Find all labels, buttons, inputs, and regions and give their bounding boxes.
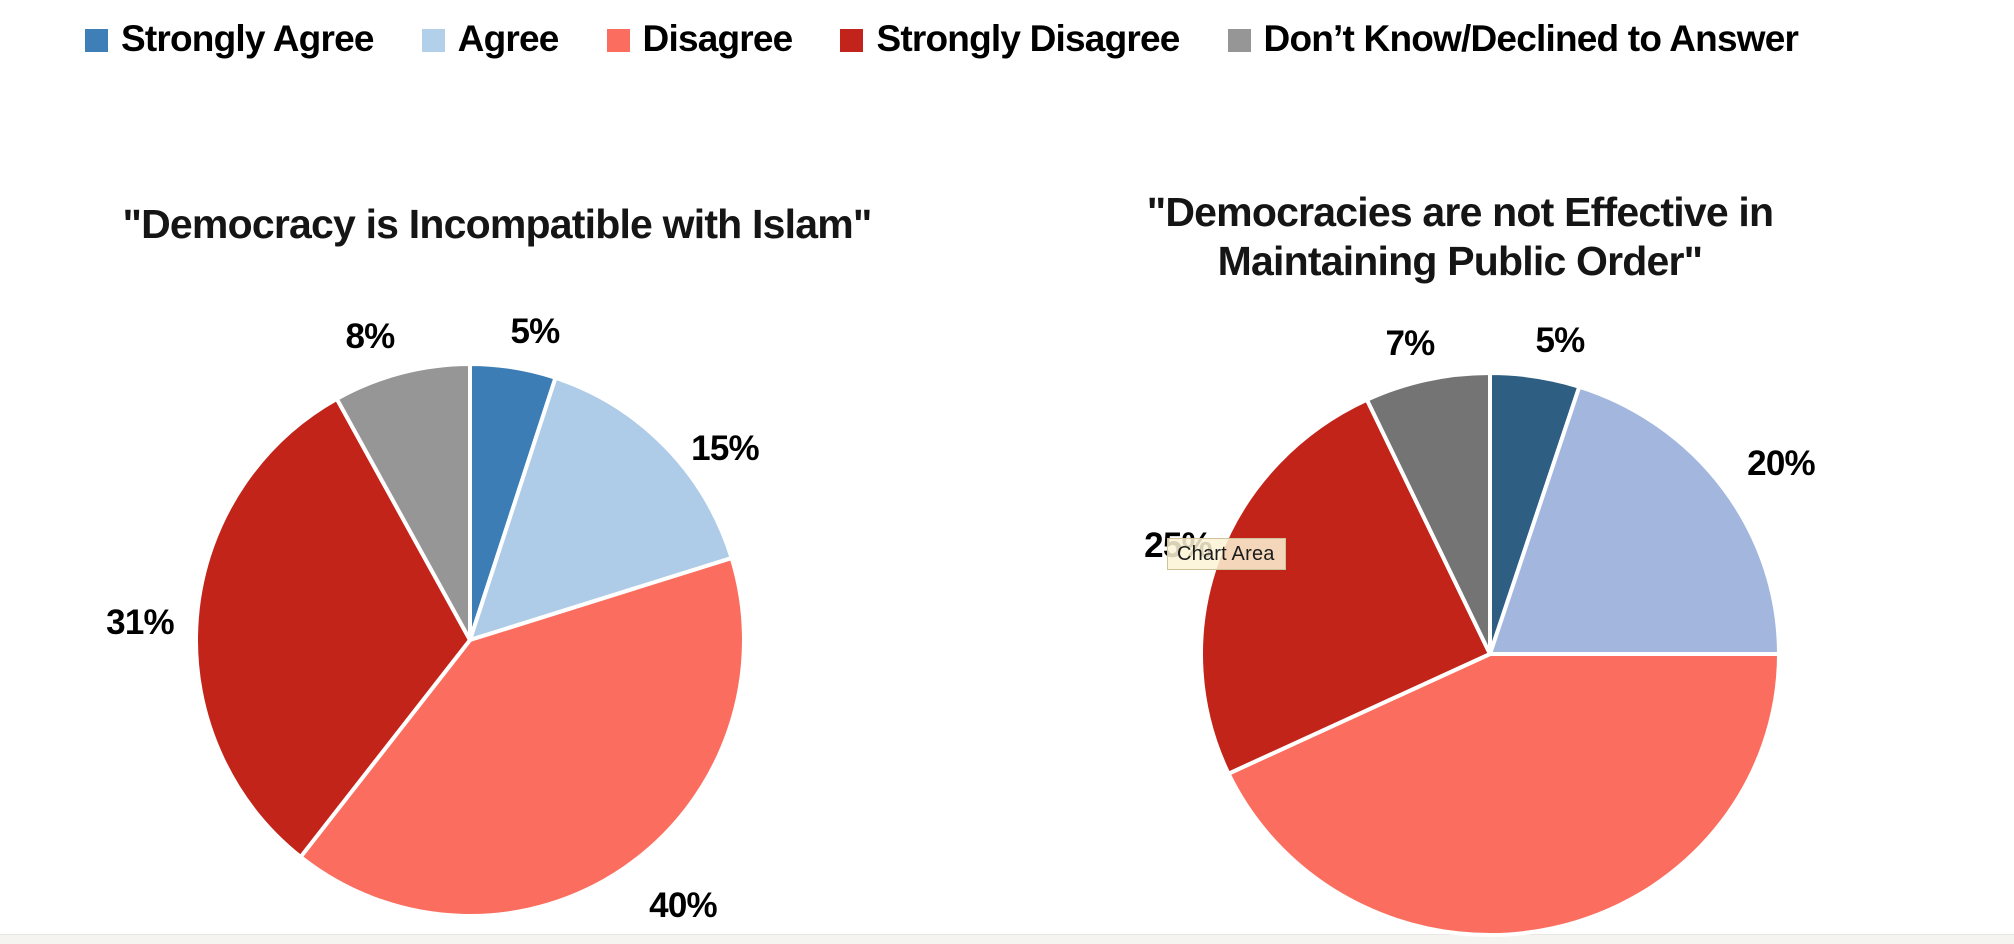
legend-label-strongly-disagree: Strongly Disagree xyxy=(876,18,1180,59)
left-chart-title[interactable]: "Democracy is Incompatible with Islam" xyxy=(122,201,872,247)
chart-area-tooltip: Chart Area xyxy=(1167,538,1286,570)
left-pie-slice-strongly-disagree[interactable] xyxy=(194,396,472,859)
right-chart-title-line-1: "Democracies are not Effective in xyxy=(1146,189,1774,235)
bottom-strip xyxy=(0,934,2014,944)
right-pie-data-label-don-t-know-declined-to-answer[interactable]: 7% xyxy=(1386,324,1436,363)
legend-item-strongly-disagree[interactable]: Strongly Disagree xyxy=(840,18,1180,60)
left-pie-data-label-agree[interactable]: 15% xyxy=(691,429,760,468)
left-pie-data-label-strongly-agree[interactable]: 5% xyxy=(511,312,561,351)
legend-item-dont-know[interactable]: Don’t Know/Declined to Answer xyxy=(1227,18,1799,60)
right-chart-title-line-2: Maintaining Public Order" xyxy=(1217,238,1703,284)
legend-swatch-dont-know xyxy=(1227,28,1251,52)
legend-swatch-strongly-agree xyxy=(85,28,108,52)
right-chart-title[interactable]: "Democracies are not Effective in Mainta… xyxy=(1070,188,1850,286)
left-pie-slice-disagree[interactable] xyxy=(298,556,746,918)
legend-label-dont-know: Don’t Know/Declined to Answer xyxy=(1263,18,1799,59)
legend-swatch-agree xyxy=(421,28,445,52)
left-pie-data-label-don-t-know-declined-to-answer[interactable]: 8% xyxy=(346,317,396,356)
legend-item-disagree[interactable]: Disagree xyxy=(606,18,794,60)
right-pie-slice-don-t-know-declined-to-answer[interactable] xyxy=(1364,371,1492,656)
left-pie-data-label-strongly-disagree[interactable]: 31% xyxy=(106,603,175,642)
right-pie-data-label-agree[interactable]: 20% xyxy=(1747,444,1816,483)
legend-item-agree[interactable]: Agree xyxy=(421,18,560,60)
legend-label-strongly-agree: Strongly Agree xyxy=(121,18,374,59)
left-pie-slice-agree[interactable] xyxy=(468,375,734,642)
right-pie-slice-disagree[interactable] xyxy=(1226,652,1781,937)
left-pie-data-label-disagree[interactable]: 40% xyxy=(649,886,718,925)
legend-item-strongly-agree[interactable]: Strongly Agree xyxy=(85,18,374,60)
right-pie-data-label-strongly-agree[interactable]: 5% xyxy=(1536,321,1586,360)
legend-swatch-disagree xyxy=(606,28,630,52)
chart-legend: Strongly Agree Agree Disagree Strongly D… xyxy=(85,18,1799,60)
left-pie-slice-don-t-know-declined-to-answer[interactable] xyxy=(334,362,472,642)
legend-label-agree: Agree xyxy=(457,18,560,59)
legend-swatch-strongly-disagree xyxy=(840,28,864,52)
right-pie-slice-agree[interactable] xyxy=(1488,384,1781,656)
legend-label-disagree: Disagree xyxy=(642,18,794,59)
